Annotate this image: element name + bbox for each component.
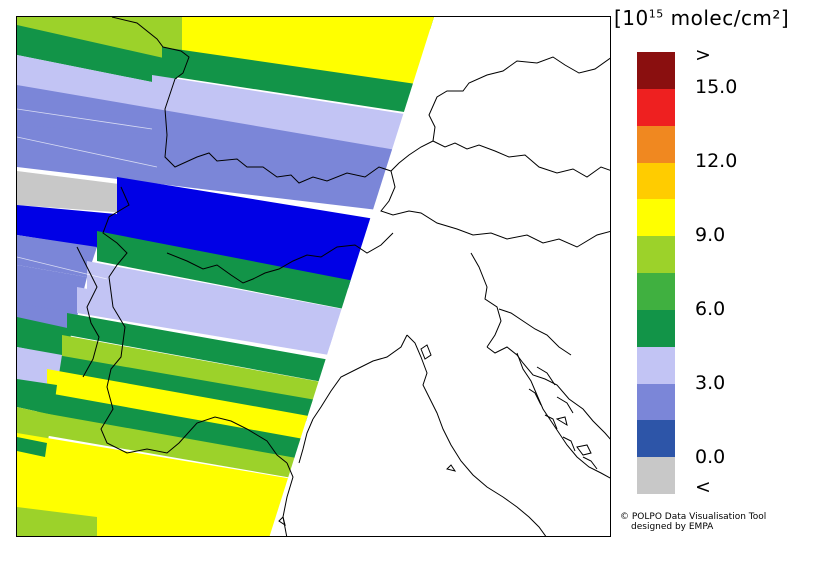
colorbar-swatch <box>637 52 675 90</box>
scan-line <box>17 136 158 168</box>
colorbar-swatch <box>637 309 675 348</box>
swath-band <box>17 317 72 357</box>
legend-title: [1015 molec/cm²] <box>614 6 790 30</box>
colorbar-swatch <box>637 383 675 421</box>
colorbar-swatch <box>637 199 675 237</box>
colorbar <box>637 52 675 495</box>
swath-band <box>17 55 167 117</box>
swath-band <box>17 235 97 277</box>
colorbar-tick-label: 12.0 <box>695 150 738 172</box>
colorbar-swatch <box>637 125 675 163</box>
scan-line <box>17 256 108 280</box>
credit-text: © POLPO Data Visualisation Tool designed… <box>620 512 766 532</box>
coastline <box>298 334 610 536</box>
swath-band <box>152 75 434 159</box>
map-panel[interactable] <box>16 16 611 537</box>
colorbar-swatch <box>637 162 675 200</box>
colorbar-tick-label: 9.0 <box>695 224 726 246</box>
islands <box>278 344 592 527</box>
colorbar-swatch <box>637 273 675 311</box>
swath-band <box>17 25 177 87</box>
swath-band <box>17 265 87 317</box>
satellite-swath <box>17 17 434 536</box>
swath-band <box>17 437 47 457</box>
colorbar-tick-label: 6.0 <box>695 298 726 320</box>
swath-band <box>17 113 152 135</box>
colorbar-under-label: < <box>695 476 711 498</box>
borders <box>76 17 610 536</box>
colorbar-swatch <box>637 420 675 458</box>
colorbar-swatch <box>637 236 675 274</box>
swath-band <box>17 507 97 536</box>
swath-band <box>162 47 434 117</box>
colorbar-tick-label: 0.0 <box>695 446 726 468</box>
map-canvas <box>17 17 610 536</box>
credit-line-2: designed by EMPA <box>631 522 714 532</box>
colorbar-over-label: > <box>695 44 711 66</box>
swath-band <box>17 303 77 329</box>
scan-line <box>17 108 153 130</box>
colorbar-swatch <box>637 88 675 127</box>
colorbar-tick-label: 3.0 <box>695 372 726 394</box>
colorbar-swatch <box>637 457 675 495</box>
colorbar-tick-label: 15.0 <box>695 76 738 98</box>
colorbar-swatch <box>637 346 675 384</box>
credit-line-1: © POLPO Data Visualisation Tool <box>620 512 767 522</box>
swath-band <box>17 171 127 213</box>
